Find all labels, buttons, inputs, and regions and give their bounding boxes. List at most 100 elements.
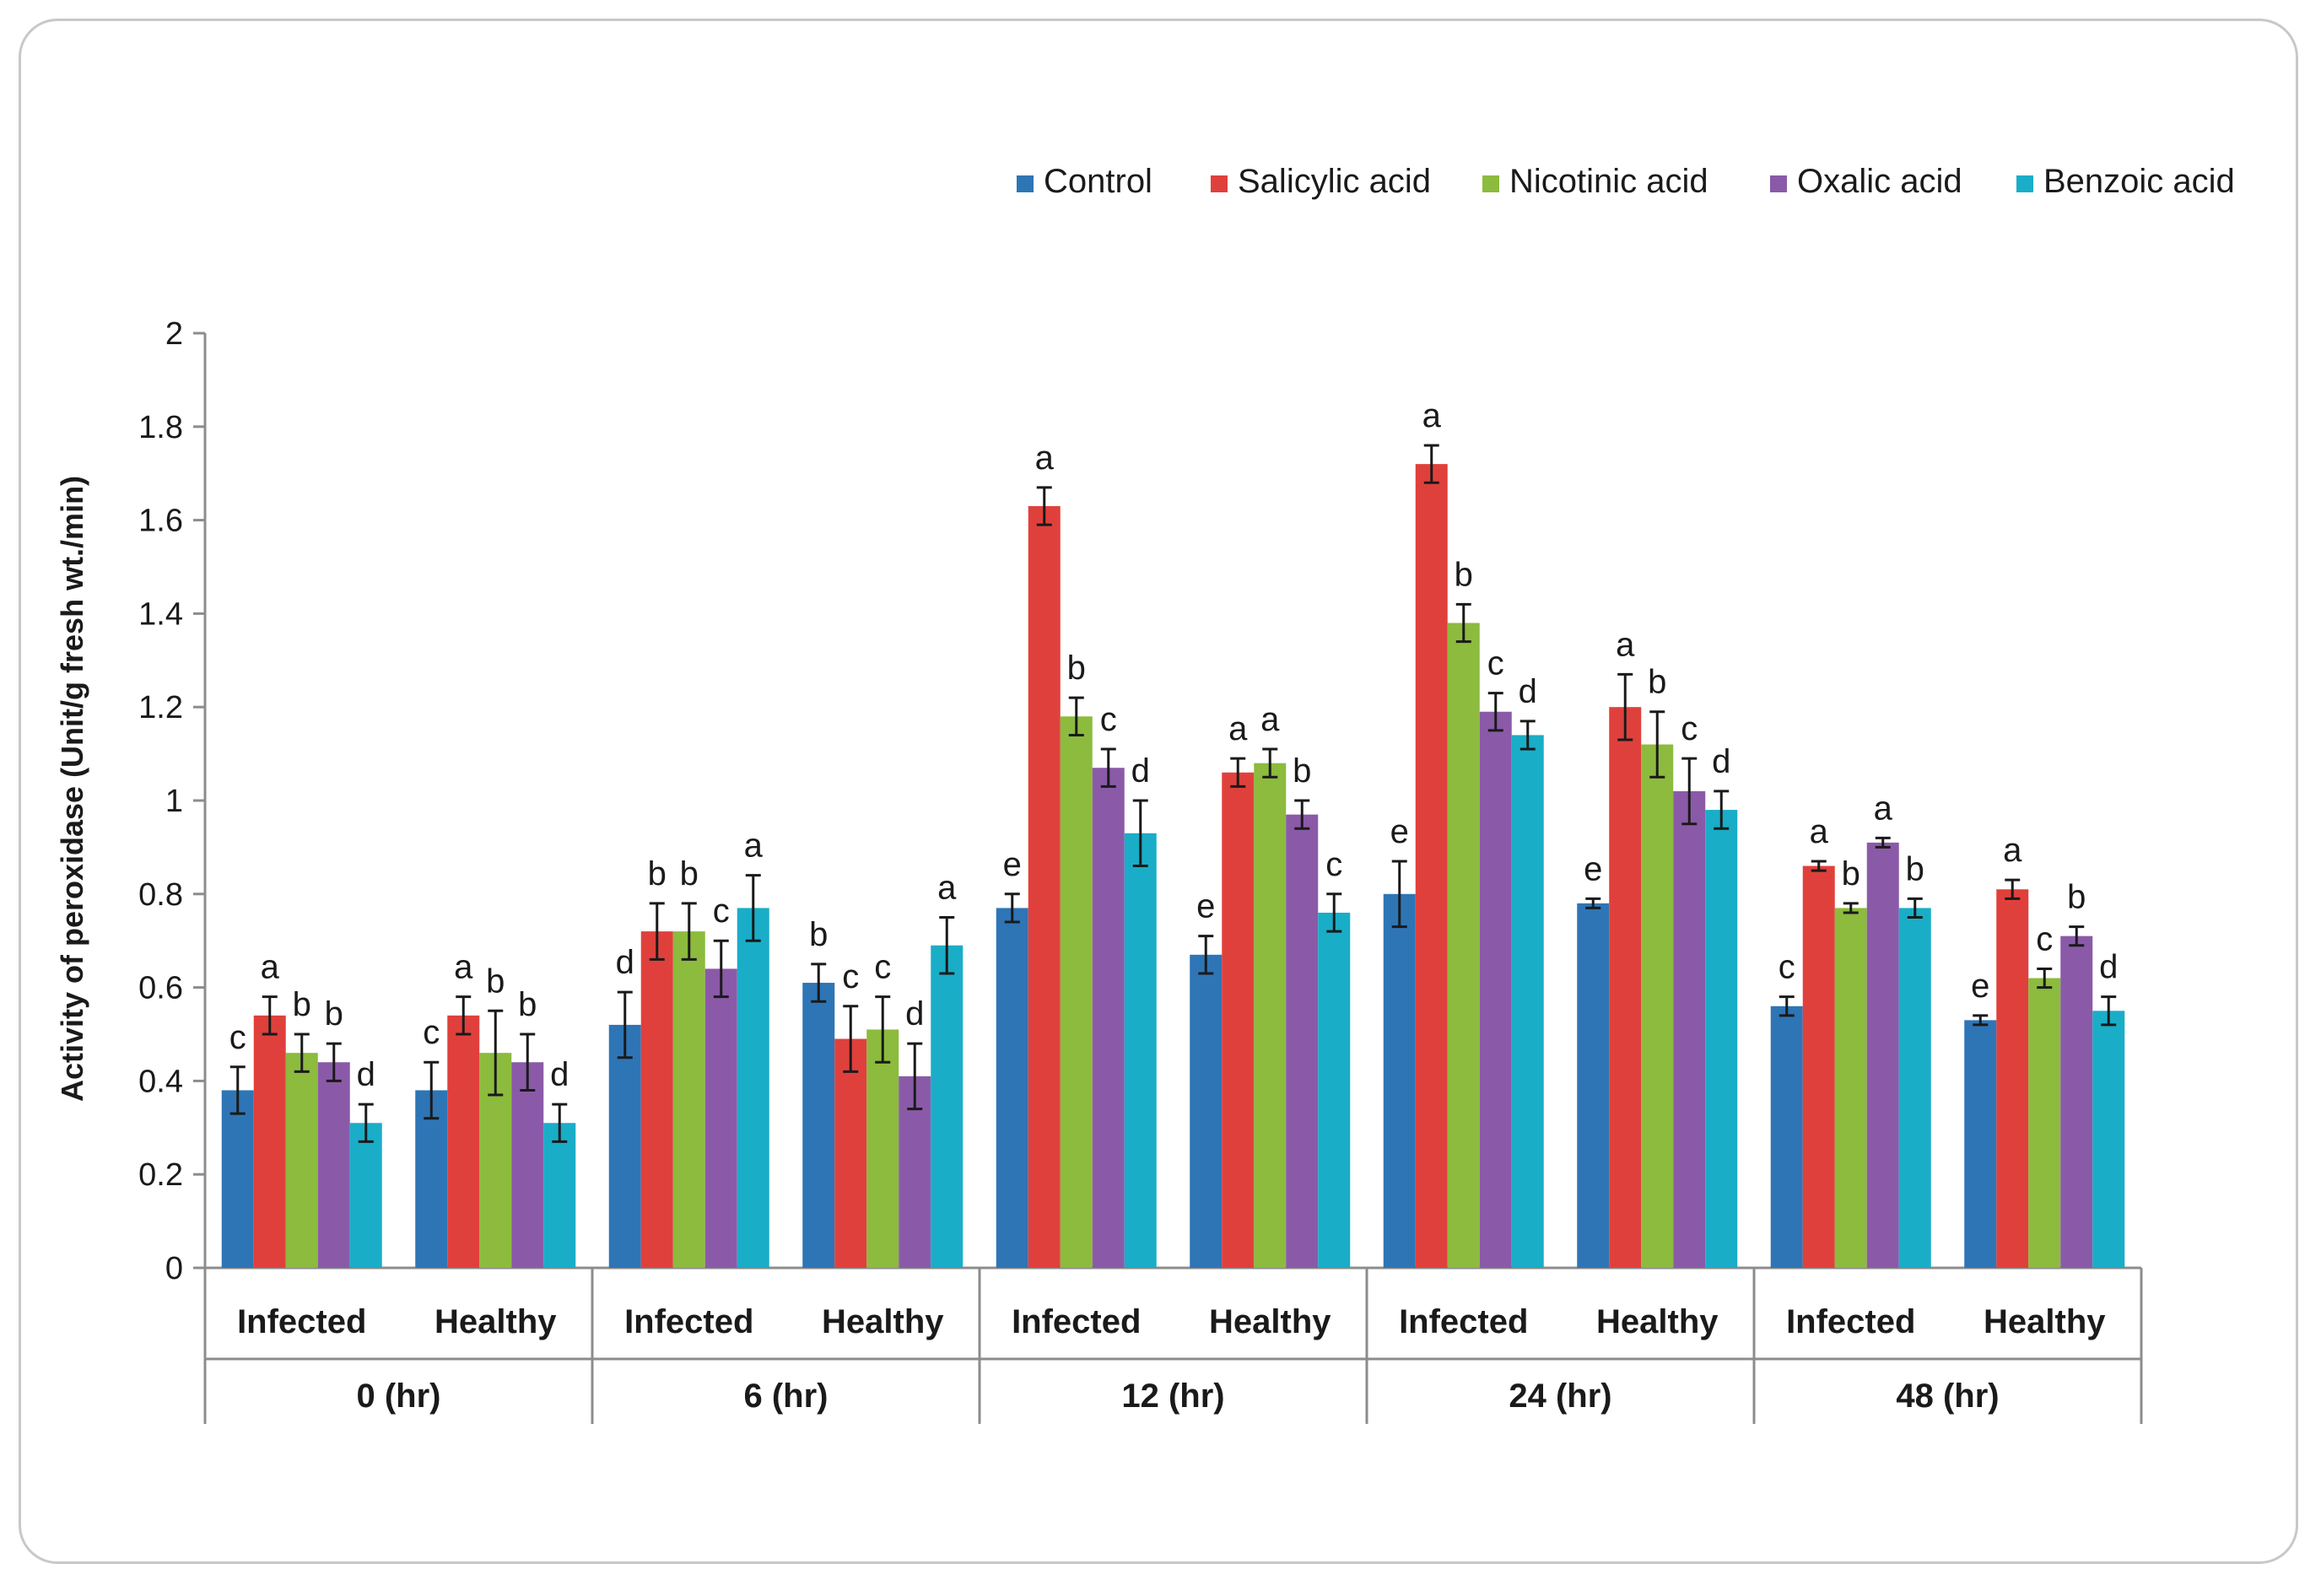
significance-letter: c (1100, 701, 1117, 738)
bar (1222, 772, 1255, 1268)
bar (931, 945, 963, 1268)
x-category-label: Infected (624, 1303, 753, 1340)
chart-frame (19, 19, 2298, 1564)
bar (2060, 935, 2093, 1268)
bar (1060, 716, 1093, 1268)
significance-letter: c (2036, 920, 2053, 957)
significance-letter: d (2099, 949, 2118, 986)
legend-label: Nicotinic acid (1509, 163, 1708, 200)
bar (253, 1015, 286, 1268)
significance-letter: b (1455, 556, 1473, 593)
x-category-label: Infected (1399, 1303, 1528, 1340)
significance-letter: b (1648, 664, 1666, 701)
x-category-label: Infected (1012, 1303, 1141, 1340)
legend-swatch (1211, 175, 1228, 192)
significance-letter: d (905, 995, 924, 1033)
bar (640, 931, 673, 1268)
y-tick-label: 0.8 (138, 877, 183, 913)
labels: Infected Healthy Infected Healthy Infected He… (229, 397, 2119, 1415)
bar (511, 1062, 544, 1268)
bar (2092, 1011, 2125, 1268)
x-category-label: Infected (237, 1303, 366, 1340)
x-category-label: Healthy (1596, 1303, 1719, 1340)
y-tick-label: 1.6 (138, 504, 183, 539)
significance-letter: b (325, 995, 343, 1033)
significance-letter: c (874, 949, 891, 986)
significance-letter: b (809, 916, 828, 953)
significance-letter: d (1131, 752, 1150, 790)
bar (1577, 903, 1610, 1268)
significance-letter: e (1971, 968, 1989, 1005)
x-category-label: Healthy (1984, 1303, 2106, 1340)
y-tick-label: 1.4 (138, 596, 183, 632)
bar (543, 1123, 576, 1268)
y-tick-label: 1.2 (138, 690, 183, 725)
legend-swatch (1482, 175, 1499, 192)
bar (317, 1062, 350, 1268)
significance-letter: b (648, 855, 667, 892)
significance-letter: a (1035, 439, 1055, 477)
legend-swatch (1770, 175, 1787, 192)
bar (672, 931, 705, 1268)
bar (1254, 763, 1287, 1268)
bar (285, 1053, 318, 1268)
bar (1641, 744, 1674, 1268)
significance-letter: b (2067, 879, 2086, 916)
significance-letter: e (1584, 850, 1602, 887)
legend-label: Salicylic acid (1238, 163, 1431, 200)
y-axis-title: Activity of peroxidase (Unit/g fresh wt.… (55, 476, 89, 1102)
bar (1964, 1020, 1997, 1268)
y-tick-label: 0.6 (138, 971, 183, 1006)
significance-letter: c (1681, 710, 1698, 747)
legend-label: Benzoic acid (2043, 163, 2235, 200)
bar (834, 1038, 867, 1268)
bar (447, 1015, 480, 1268)
y-tick-label: 0.2 (138, 1157, 183, 1193)
bar (1415, 464, 1448, 1268)
bar (1383, 893, 1416, 1268)
significance-letter: a (1422, 397, 1442, 434)
bar (1705, 810, 1738, 1268)
significance-letter: e (1003, 846, 1022, 883)
axes: 0 0.2 0.4 0.6 0.8 1 1.2 1.4 1.6 1.8 2 (138, 316, 2143, 1424)
y-tick-label: 0 (165, 1251, 183, 1286)
bar (608, 1024, 641, 1268)
bar (1092, 768, 1125, 1268)
significance-letter: c (1779, 949, 1795, 986)
bar (1318, 912, 1351, 1268)
x-group-label: 24 (hr) (1509, 1378, 1611, 1415)
significance-letter: d (616, 944, 634, 981)
x-group-label: 12 (hr) (1121, 1378, 1224, 1415)
significance-letter: c (423, 1014, 440, 1051)
x-group-label: 48 (hr) (1896, 1378, 1999, 1415)
significance-letter: c (1487, 645, 1504, 682)
significance-letter: c (229, 1019, 246, 1056)
significance-letter: e (1390, 813, 1409, 850)
bar (1609, 707, 1642, 1268)
significance-letter: c (1325, 846, 1342, 883)
significance-letter: a (937, 870, 957, 907)
legend-swatch (2016, 175, 2033, 192)
legend: Control Salicylic acid Nicotinic acid Oxali… (1017, 163, 2235, 200)
bar (1286, 814, 1319, 1268)
significance-letter: a (1260, 701, 1280, 738)
bar (1898, 908, 1931, 1268)
legend-label: Control (1044, 163, 1152, 200)
significance-letter: d (1519, 673, 1537, 710)
significance-letter: d (550, 1056, 569, 1093)
x-category-label: Healthy (1209, 1303, 1331, 1340)
bar (415, 1090, 448, 1268)
significance-letter: d (1712, 743, 1730, 780)
bar (1124, 833, 1157, 1268)
bar (996, 908, 1028, 1268)
y-tick-label: 1 (165, 784, 183, 819)
bar (1673, 790, 1706, 1268)
bar (1834, 908, 1867, 1268)
legend-label: Oxalic acid (1797, 163, 1962, 200)
significance-letter: c (842, 958, 859, 995)
significance-letter: d (357, 1056, 375, 1093)
bar (737, 908, 769, 1268)
y-tick-label: 2 (165, 316, 183, 352)
y-tick-label: 0.4 (138, 1064, 183, 1099)
x-category-label: Healthy (822, 1303, 944, 1340)
